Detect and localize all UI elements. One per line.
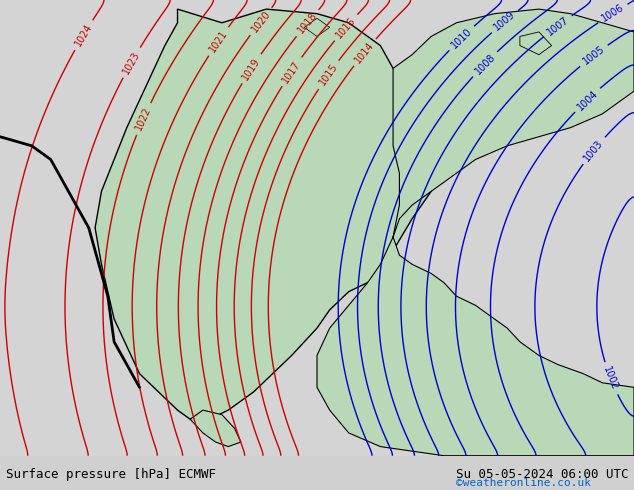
Polygon shape <box>317 9 634 456</box>
Text: ©weatheronline.co.uk: ©weatheronline.co.uk <box>456 478 592 488</box>
Text: 1023: 1023 <box>121 49 142 75</box>
Text: 1017: 1017 <box>281 59 302 85</box>
Polygon shape <box>304 18 330 36</box>
Text: 1009: 1009 <box>492 10 517 33</box>
Text: 1018: 1018 <box>295 10 319 35</box>
Polygon shape <box>95 9 444 419</box>
Text: 1004: 1004 <box>575 88 600 112</box>
Text: Su 05-05-2024 06:00 UTC (06+96): Su 05-05-2024 06:00 UTC (06+96) <box>456 467 634 481</box>
Text: 1002: 1002 <box>602 365 620 392</box>
Text: 1020: 1020 <box>249 8 273 34</box>
Text: 1022: 1022 <box>134 105 153 132</box>
Text: 1005: 1005 <box>581 44 607 67</box>
Polygon shape <box>190 410 241 446</box>
Text: 1008: 1008 <box>473 52 497 76</box>
Text: 1010: 1010 <box>450 26 474 50</box>
Text: 1015: 1015 <box>317 62 340 88</box>
Text: 1021: 1021 <box>207 28 230 54</box>
Text: 1019: 1019 <box>240 55 262 82</box>
Text: 1003: 1003 <box>582 138 605 163</box>
Text: 1006: 1006 <box>600 2 626 24</box>
Text: 1014: 1014 <box>353 40 377 65</box>
Text: Surface pressure [hPa] ECMWF: Surface pressure [hPa] ECMWF <box>6 467 216 481</box>
Text: 1024: 1024 <box>73 22 94 48</box>
Text: 1007: 1007 <box>545 15 571 37</box>
Text: 1016: 1016 <box>334 15 358 40</box>
Polygon shape <box>520 32 552 55</box>
